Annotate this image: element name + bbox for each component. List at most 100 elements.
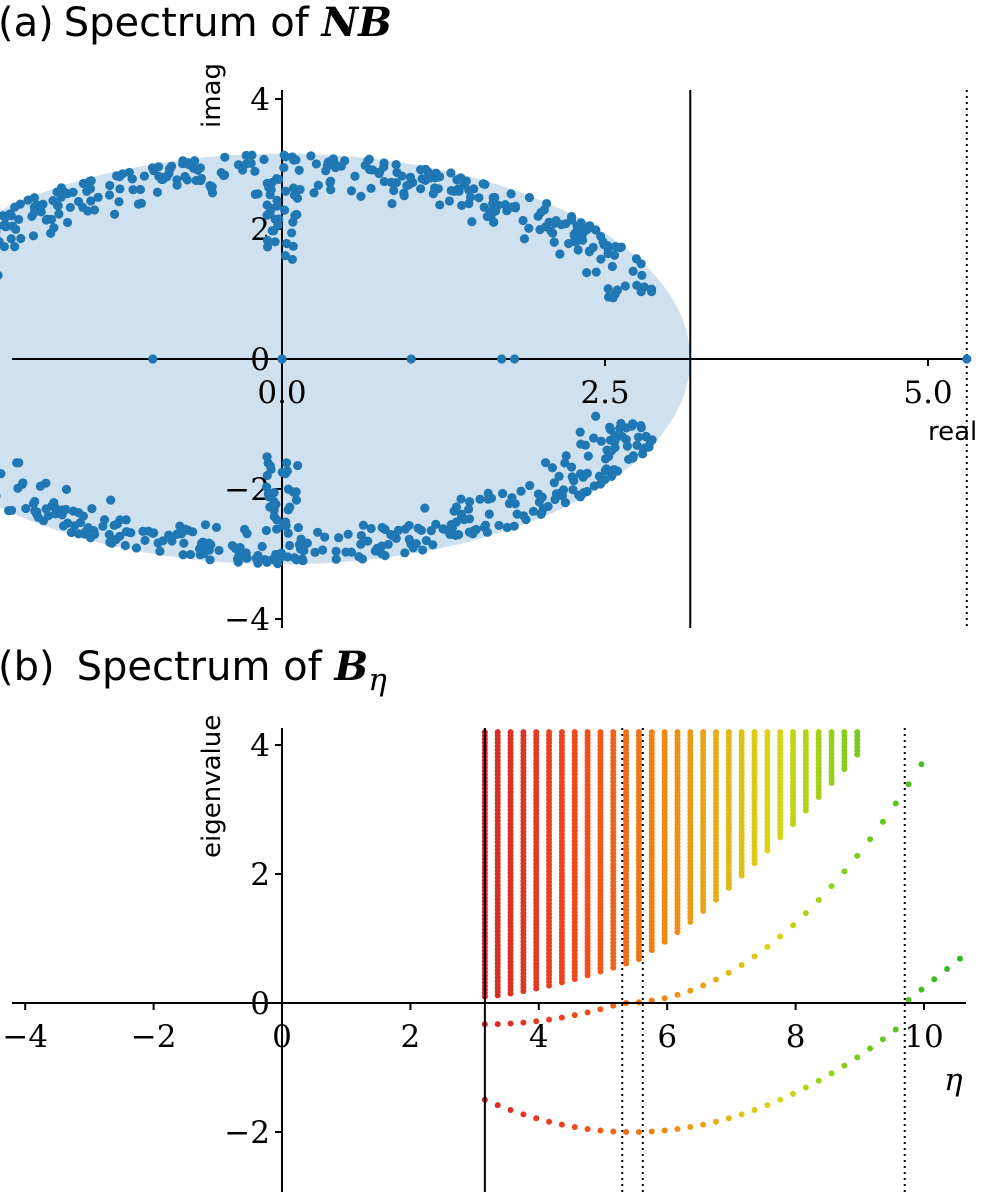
eigenvalue-point xyxy=(627,421,637,431)
y-tick-label: 2 xyxy=(250,857,270,893)
eigenvalue-point xyxy=(285,502,295,512)
panel-b-title: (b) Spectrum of Bη xyxy=(0,643,387,698)
eigenvalue-point xyxy=(464,504,474,514)
eigenvalue-point xyxy=(457,200,467,211)
eigenvalue-point xyxy=(138,526,148,536)
eigenvalue-point xyxy=(445,527,455,537)
eigenvalue-point xyxy=(162,171,172,182)
panel-b-label: (b) xyxy=(0,644,55,690)
branch-point xyxy=(725,969,732,976)
eigenvalue-point xyxy=(295,544,306,554)
bulk-eigenvalue-point xyxy=(610,729,617,736)
eigenvalue-point xyxy=(182,175,192,185)
eigenvalue-point xyxy=(343,529,353,539)
bulk-eigenvalue-point xyxy=(712,729,719,736)
eigenvalue-point xyxy=(179,538,189,548)
eigenvalue-point xyxy=(4,505,14,516)
eigenvalue-point xyxy=(242,553,252,563)
eigenvalue-point xyxy=(507,493,517,503)
eigenvalue-point xyxy=(261,482,272,492)
eigenvalue-point xyxy=(633,432,644,442)
eigenvalue-point xyxy=(51,503,61,513)
eigenvalue-point xyxy=(0,221,3,230)
eigenvalue-point xyxy=(616,418,626,429)
eigenvalue-point xyxy=(14,214,24,225)
eigenvalue-point xyxy=(53,201,63,211)
eigenvalue-point xyxy=(291,155,301,165)
eigenvalue-point xyxy=(283,552,293,562)
branch-point xyxy=(546,1016,553,1023)
eigenvalue-point xyxy=(329,158,339,168)
eigenvalue-point xyxy=(274,214,284,224)
eigenvalue-point xyxy=(285,540,295,551)
eigenvalue-point xyxy=(603,284,613,294)
branch-point xyxy=(892,1026,899,1033)
eigenvalue-point xyxy=(502,522,512,533)
eigenvalue-point xyxy=(482,211,492,222)
eigenvalue-point xyxy=(605,422,615,432)
eigenvalue-point xyxy=(265,190,275,200)
bulk-eigenvalue-point xyxy=(507,729,514,736)
eigenvalue-point xyxy=(603,292,614,302)
eigenvalue-point xyxy=(525,480,535,491)
eigenvalue-point xyxy=(281,521,291,531)
eigenvalue-point xyxy=(147,163,158,173)
branch-point xyxy=(712,1118,719,1125)
panel-b: (b) Spectrum of Bη eigenvalue η −4 −2 0 2 4 6 8… xyxy=(0,643,966,1192)
eigenvalue-point xyxy=(178,550,188,560)
eigenvalue-point xyxy=(636,287,646,297)
eigenvalue-point xyxy=(446,520,456,530)
x-tick-label: 4 xyxy=(529,1019,549,1055)
eigenvalue-point xyxy=(262,452,272,462)
bulk-eigenvalue-point xyxy=(841,729,848,736)
eigenvalue-point xyxy=(205,555,215,565)
panel-b-xlabel: η xyxy=(944,1062,963,1098)
eigenvalue-point xyxy=(272,515,282,525)
eigenvalue-point xyxy=(10,202,20,212)
eigenvalue-point xyxy=(641,432,651,442)
bulk-eigenvalue-point xyxy=(635,729,642,736)
eigenvalue-point xyxy=(566,215,577,225)
eigenvalue-point xyxy=(58,521,69,531)
eigenvalue-point xyxy=(253,189,263,199)
eigenvalue-point xyxy=(435,200,445,210)
panel-b-title-sub: η xyxy=(368,662,387,698)
y-tick-label: 4 xyxy=(250,82,270,118)
branch-point xyxy=(507,1020,514,1027)
branch-point xyxy=(674,1126,681,1133)
eigenvalue-point xyxy=(404,520,414,531)
eigenvalue-point xyxy=(524,192,535,203)
eigenvalue-point xyxy=(309,188,319,198)
eigenvalue-point xyxy=(313,527,323,537)
eigenvalue-point xyxy=(0,271,3,280)
eigenvalue-point xyxy=(568,485,578,495)
eigenvalue-point xyxy=(356,191,366,202)
eigenvalue-point xyxy=(273,174,284,184)
bulk-eigenvalue-point xyxy=(738,729,745,736)
branch-point xyxy=(597,1127,604,1134)
eigenvalue-point xyxy=(127,174,137,184)
eigenvalue-point xyxy=(111,534,121,545)
eigenvalue-point xyxy=(363,536,373,546)
x-tick-label: 2 xyxy=(401,1019,421,1055)
branch-point xyxy=(764,943,771,950)
eigenvalue-point xyxy=(35,201,45,211)
eigenvalue-point xyxy=(196,538,207,548)
eigenvalue-point xyxy=(41,215,51,225)
x-tick-label: 6 xyxy=(657,1019,677,1055)
eigenvalue-point xyxy=(204,545,214,555)
eigenvalue-point xyxy=(479,522,490,532)
eigenvalue-point xyxy=(167,536,177,546)
x-tick-label: 0 xyxy=(272,1019,292,1055)
eigenvalue-point xyxy=(11,224,21,234)
eigenvalue-point xyxy=(262,470,272,481)
eigenvalue-point xyxy=(596,254,606,264)
eigenvalue-point xyxy=(106,495,116,505)
branch-point xyxy=(571,1012,578,1019)
eigenvalue-point xyxy=(397,171,407,181)
eigenvalue-point xyxy=(6,234,16,244)
eigenvalue-point xyxy=(207,188,218,198)
eigenvalue-point xyxy=(21,503,31,514)
eigenvalue-point xyxy=(636,423,646,433)
